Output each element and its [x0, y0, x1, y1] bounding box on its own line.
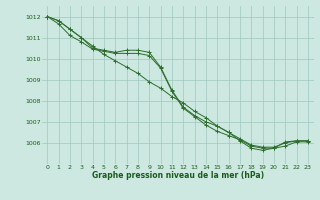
X-axis label: Graphe pression niveau de la mer (hPa): Graphe pression niveau de la mer (hPa)	[92, 171, 264, 180]
